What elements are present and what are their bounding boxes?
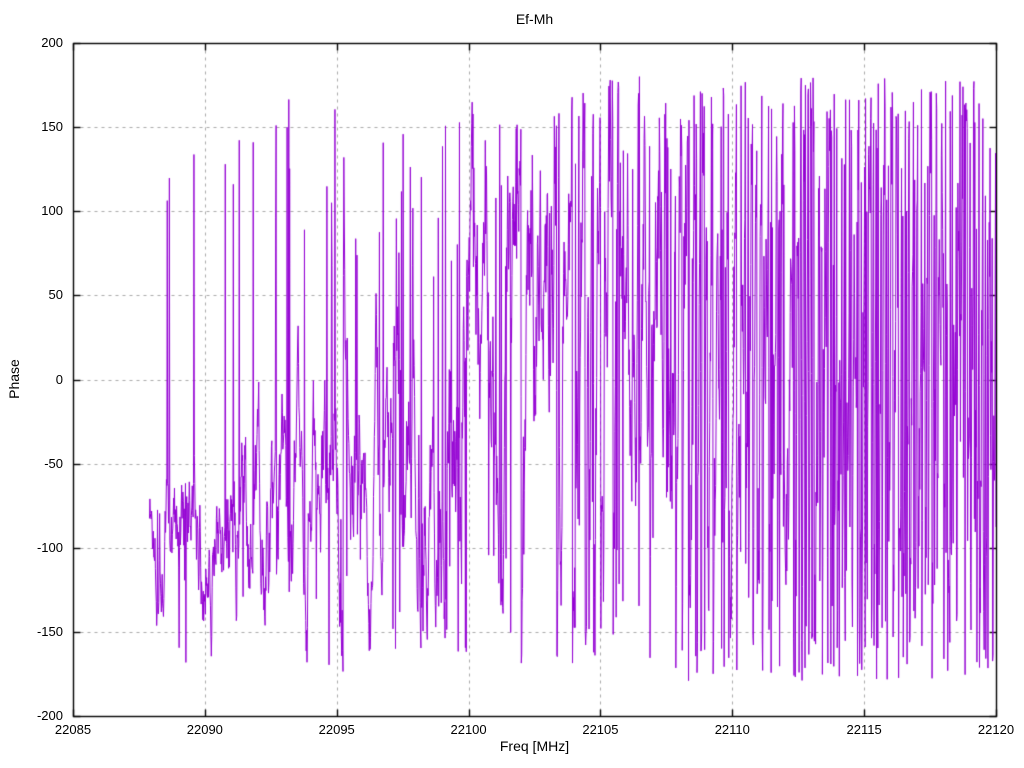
y-tick-label: -50 — [44, 455, 63, 471]
y-tick-label: 50 — [48, 287, 63, 303]
x-tick-label: 22095 — [318, 722, 355, 737]
y-tick-label: 0 — [55, 371, 63, 387]
x-tick-label: 22105 — [582, 722, 619, 737]
x-tick-label: 22120 — [977, 722, 1015, 737]
x-tick-label: 22090 — [186, 722, 223, 737]
x-tick-label: 22100 — [450, 722, 487, 737]
chart-title: Ef-Mh — [515, 11, 554, 27]
y-tick-label: 100 — [41, 203, 63, 219]
x-tick-label: 22110 — [714, 722, 750, 737]
y-tick-label: -200 — [36, 708, 63, 723]
x-tick-label: 22115 — [846, 722, 882, 737]
y-tick-label: 150 — [41, 119, 63, 135]
x-axis-label: Freq [MHz] — [499, 738, 570, 754]
x-tick-label: 22085 — [54, 722, 92, 737]
y-tick-label: 200 — [41, 35, 63, 50]
y-tick-label: -150 — [36, 623, 63, 639]
y-tick-label: -100 — [36, 539, 63, 555]
